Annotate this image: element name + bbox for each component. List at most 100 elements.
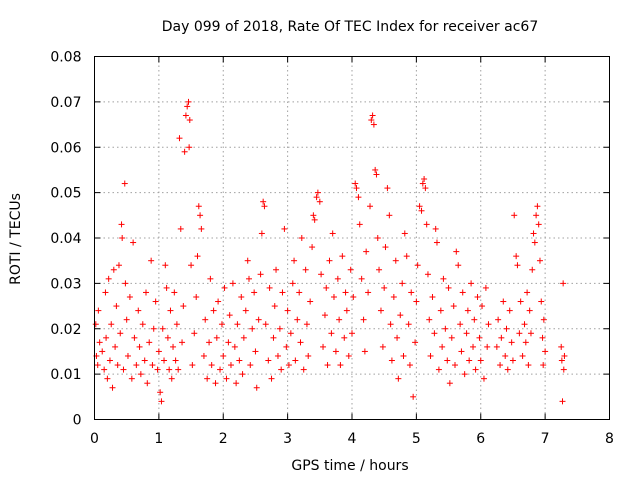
data-point: [459, 289, 466, 296]
data-point: [519, 352, 526, 359]
data-point: [109, 384, 116, 391]
data-point: [542, 348, 549, 355]
data-point: [536, 257, 543, 264]
data-point: [534, 203, 541, 210]
data-point: [234, 321, 241, 328]
data-point: [136, 343, 143, 350]
data-point: [526, 307, 533, 314]
data-point: [423, 221, 430, 228]
data-point: [185, 98, 192, 105]
y-tick-label: 0.08: [50, 50, 81, 66]
data-point: [172, 357, 179, 364]
data-point: [99, 348, 106, 355]
data-point: [297, 339, 304, 346]
data-point: [233, 380, 240, 387]
data-point: [223, 375, 230, 382]
data-point: [540, 362, 547, 369]
data-point: [173, 321, 180, 328]
data-point: [194, 253, 201, 260]
data-point: [485, 321, 492, 328]
data-point: [392, 257, 399, 264]
data-point: [540, 316, 547, 323]
data-point: [157, 389, 164, 396]
data-point: [106, 357, 113, 364]
data-point: [298, 235, 305, 241]
data-point: [410, 393, 417, 400]
data-point: [444, 357, 451, 364]
data-point: [406, 362, 413, 369]
data-point: [461, 371, 468, 378]
data-point: [426, 316, 433, 323]
x-tick-label: 4: [348, 431, 357, 447]
data-point: [347, 266, 354, 273]
data-point: [514, 262, 521, 269]
data-point: [432, 225, 439, 232]
data-point: [249, 325, 256, 332]
data-point: [559, 398, 566, 405]
data-point: [509, 357, 516, 364]
data-point: [394, 334, 401, 341]
data-point: [539, 334, 546, 341]
data-point: [500, 298, 507, 305]
data-point: [416, 203, 423, 210]
data-point: [167, 307, 174, 314]
data-point: [368, 117, 375, 124]
data-point: [265, 357, 272, 364]
data-point: [477, 357, 484, 364]
data-point: [115, 262, 122, 269]
data-point: [321, 312, 328, 319]
x-tick-label: 6: [476, 431, 485, 447]
data-point: [300, 366, 307, 373]
data-point: [133, 362, 140, 369]
data-point: [119, 235, 126, 241]
data-point: [506, 307, 513, 314]
data-point: [358, 275, 365, 282]
data-point: [397, 312, 404, 319]
data-point: [502, 352, 509, 359]
data-point: [517, 298, 524, 305]
data-point: [170, 343, 177, 350]
data-point: [122, 280, 129, 287]
data-point: [231, 343, 238, 350]
data-point: [274, 352, 281, 359]
data-point: [439, 343, 446, 350]
data-point: [175, 366, 182, 373]
data-point: [363, 248, 370, 255]
data-point: [370, 121, 377, 128]
data-point: [561, 352, 568, 359]
data-point: [418, 207, 425, 214]
data-point: [422, 185, 429, 192]
data-point: [247, 362, 254, 369]
data-point: [251, 289, 258, 296]
data-point: [287, 330, 294, 337]
data-point: [92, 321, 99, 328]
data-point: [468, 280, 475, 287]
data-point: [197, 212, 204, 219]
data-point: [511, 212, 518, 219]
data-point: [470, 343, 477, 350]
data-point: [262, 321, 269, 328]
data-point: [352, 180, 359, 187]
data-point: [419, 180, 426, 187]
data-point: [341, 334, 348, 341]
data-point: [276, 325, 283, 332]
data-point: [334, 275, 341, 282]
data-point: [221, 284, 228, 291]
data-point: [527, 330, 534, 337]
data-point: [480, 375, 487, 382]
data-point: [144, 380, 151, 387]
data-point: [112, 343, 119, 350]
data-point: [150, 325, 157, 332]
data-point: [195, 203, 202, 210]
data-point: [238, 293, 245, 300]
data-point: [450, 303, 457, 310]
data-point: [303, 321, 310, 328]
data-point: [143, 289, 149, 296]
data-point: [128, 375, 135, 382]
data-point: [516, 330, 523, 337]
data-point: [413, 298, 420, 305]
data-point: [210, 307, 217, 314]
data-point: [495, 316, 502, 323]
data-point: [253, 384, 260, 391]
